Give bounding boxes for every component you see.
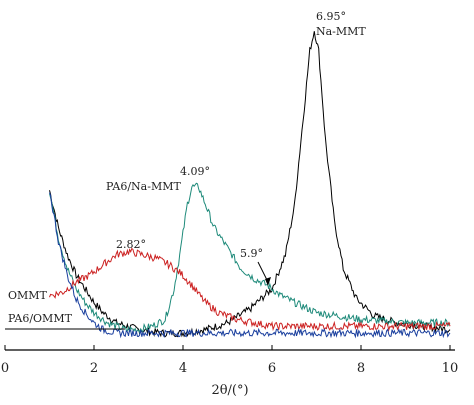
ommt-series-label: OMMT	[8, 289, 48, 302]
pa6-namt-series-label: PA6/Na-MMT	[106, 180, 181, 193]
x-tick-label: 6	[268, 361, 276, 376]
series-line-ommt	[49, 247, 451, 332]
x-tick-label: 0	[1, 361, 9, 376]
series-line-pa6-na-mmt	[49, 182, 451, 335]
x-tick-label: 10	[442, 361, 459, 376]
na-mmt-series-label: Na-MMT	[316, 25, 366, 38]
ommt-peak-label: 2.82°	[116, 238, 146, 251]
series-line-na-mmt	[49, 31, 451, 338]
x-ticks: 0 2 4 6 8 10	[1, 345, 458, 376]
x-axis-title: 2θ/(°)	[211, 383, 248, 398]
na-mmt-peak-label: 6.95°	[316, 10, 346, 23]
x-tick-label: 2	[90, 361, 98, 376]
x-axis	[5, 328, 455, 351]
pa6-namt-peak-label: 4.09°	[180, 165, 210, 178]
x-tick-label: 4	[179, 361, 187, 376]
x-tick-label: 8	[357, 361, 365, 376]
shoulder-peak-label: 5.9°	[240, 247, 263, 260]
shoulder-arrowhead	[265, 277, 271, 286]
pa6-ommt-series-label: PA6/OMMT	[8, 312, 73, 325]
